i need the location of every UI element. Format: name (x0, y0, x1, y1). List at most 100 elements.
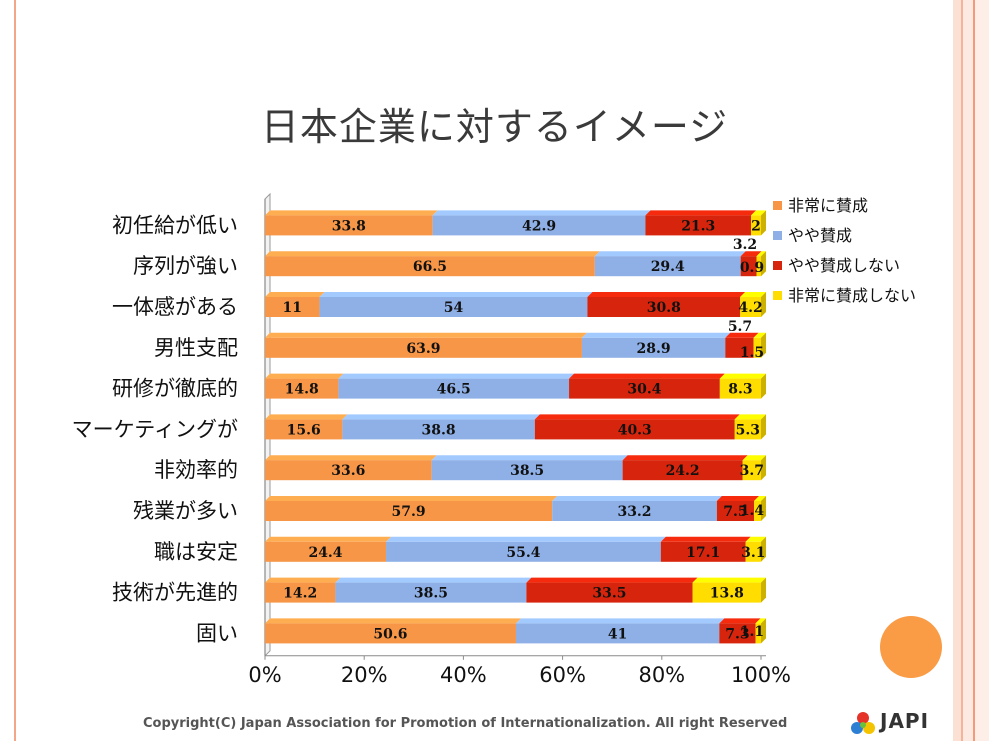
bar-segment (265, 419, 343, 440)
bar-segment-top (755, 618, 766, 624)
bar-segment-top (742, 455, 766, 461)
category-label: 男性支配 (154, 336, 238, 360)
x-tick-label: 40% (440, 663, 487, 687)
bar-segment (742, 460, 761, 481)
data-label: 30.8 (647, 300, 681, 316)
japi-logo: JAPI (850, 709, 970, 737)
bar-segment-top (432, 210, 651, 216)
category-label: 技術が先進的 (112, 581, 238, 605)
data-label: 63.9 (406, 341, 440, 357)
x-tick-label: 0% (248, 663, 281, 687)
data-label: 38.5 (510, 463, 544, 479)
bar-segment (534, 419, 735, 440)
bar-segment-top (431, 455, 628, 461)
data-label: 28.9 (637, 341, 671, 357)
bar-segment-side (761, 210, 766, 236)
data-label: 24.2 (666, 463, 700, 479)
bar-segment-top (753, 332, 766, 338)
bar-segment-top (265, 332, 587, 338)
data-label: 46.5 (437, 382, 471, 398)
bar-segment-top (265, 496, 558, 501)
bar-segment (265, 582, 336, 603)
bar-segment-top (754, 496, 766, 501)
bar-segment-top (265, 251, 600, 257)
legend-swatch (773, 231, 782, 240)
bar-segment-top (622, 455, 748, 461)
bar-segment-top (342, 414, 540, 420)
data-label: 57.9 (392, 504, 426, 520)
bar-segment (751, 215, 761, 236)
bar-segment (386, 541, 661, 562)
bar-segment-top (265, 210, 438, 216)
data-label: 21.3 (681, 218, 715, 234)
category-label: 初任給が低い (112, 213, 238, 237)
bar-segment-side (761, 414, 766, 440)
bar-segment-top (265, 536, 392, 542)
data-label: 13.8 (710, 586, 744, 602)
bar-segment (265, 541, 387, 562)
bar-segment-top (569, 373, 725, 379)
data-label: 33.6 (331, 463, 365, 479)
bar-segment-top (552, 496, 722, 501)
data-label: 4.2 (738, 300, 762, 316)
data-label: 38.5 (414, 586, 448, 602)
bar-segment (755, 623, 761, 644)
data-label: 7.5 (723, 504, 747, 520)
legend-label: 非常に賛成しない (788, 286, 916, 305)
bar-segment (734, 419, 761, 440)
data-label: 42.9 (522, 218, 556, 234)
bar-segment-top (740, 292, 766, 297)
bar-segment-side (761, 536, 766, 562)
bar-segment (740, 297, 761, 317)
category-label: 研修が徹底的 (112, 377, 238, 401)
data-label: 55.4 (506, 545, 540, 561)
bar-segment (431, 460, 623, 481)
copyright-text: Copyright(C) Japan Association for Promo… (143, 716, 788, 731)
bar-segment (265, 501, 553, 521)
bar-segment (569, 378, 720, 399)
data-label: 29.4 (651, 259, 685, 275)
bar-segment (265, 623, 516, 644)
data-label: 38.8 (422, 422, 456, 438)
bar-segment (754, 501, 761, 521)
data-label: 1.1 (740, 624, 764, 640)
bar-segment (581, 337, 726, 358)
bar-segment-top (265, 455, 437, 461)
bar-segment-top (581, 332, 731, 338)
legend-swatch (773, 261, 782, 270)
bar-segment (719, 623, 756, 644)
bar-segment (265, 297, 320, 317)
data-label: 40.3 (618, 422, 652, 438)
data-label: 24.4 (308, 545, 342, 561)
bar-segment-top (594, 251, 746, 257)
bar-segment-top (660, 536, 751, 542)
bar-segment (265, 256, 595, 277)
x-tick-label: 80% (638, 663, 685, 687)
data-label: 17.1 (686, 545, 720, 561)
bar-segment (660, 541, 746, 562)
bar-segment (645, 215, 752, 236)
bar-segment (745, 541, 761, 562)
bar-segment (692, 582, 761, 603)
bar-segment (753, 337, 761, 358)
data-label: 3.2 (733, 237, 757, 253)
data-label: 5.3 (736, 422, 760, 438)
data-label: 3.7 (740, 463, 764, 479)
data-label: 54 (444, 300, 464, 316)
data-label: 66.5 (413, 259, 447, 275)
bar-segment-top (740, 251, 762, 257)
bar-segment (725, 337, 754, 358)
bar-segment (335, 582, 527, 603)
bar-segment (432, 215, 646, 236)
bar-segment (622, 460, 743, 481)
bar-segment-top (335, 577, 532, 583)
bar-segment (265, 215, 433, 236)
data-label: 5.7 (728, 319, 752, 335)
slide-border-left (0, 0, 16, 741)
slide-border-right (953, 0, 989, 741)
category-label: 非効率的 (154, 458, 238, 482)
bar-segment (265, 460, 432, 481)
x-tick-label: 20% (341, 663, 388, 687)
legend-label: 非常に賛成 (788, 196, 868, 215)
category-label: 一体感がある (112, 295, 238, 319)
